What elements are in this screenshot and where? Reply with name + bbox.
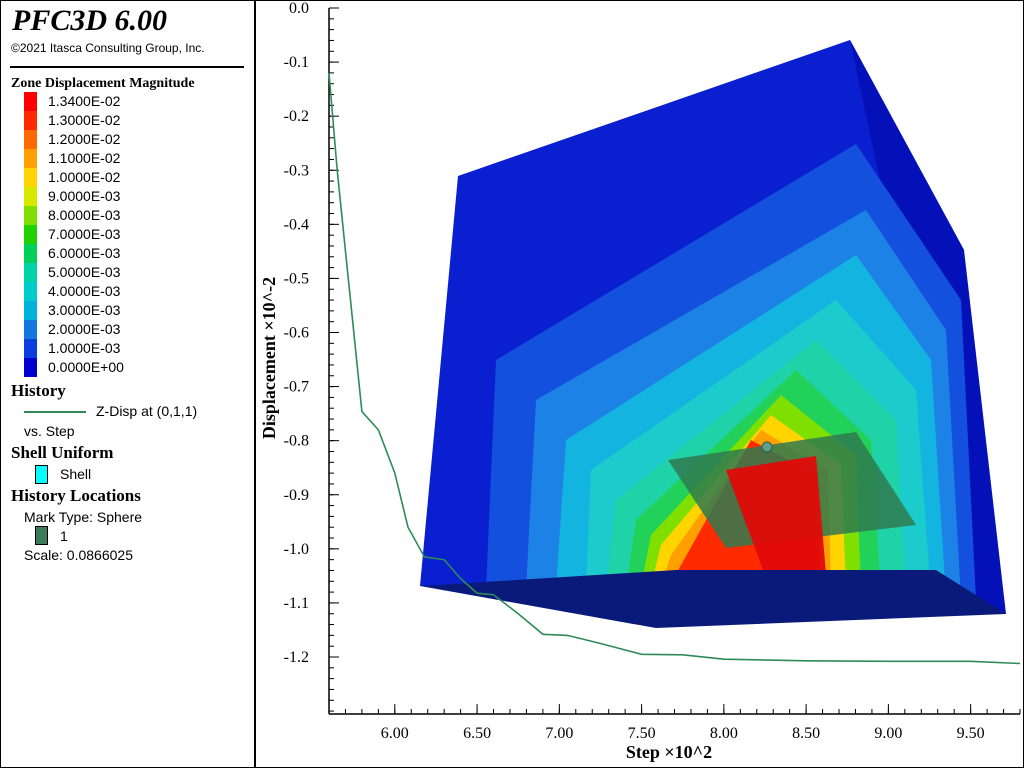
colorbar-cell [24, 225, 37, 244]
colorbar-label: 1.0000E-02 [48, 169, 121, 185]
y-tick-label: -0.5 [284, 270, 309, 287]
colorbar-cell [24, 168, 37, 187]
zone-displacement-heading: Zone Displacement Magnitude [11, 76, 195, 91]
y-tick-label: -0.4 [284, 216, 309, 233]
plot-svg: 0.0 -0.1 -0.2 -0.3 -0.4 -0.5 -0.6 -0.7 -0.8 -0.9 -… [259, 0, 1021, 762]
y-tick-label: 0.0 [289, 0, 309, 17]
colorbar-label: 7.0000E-03 [48, 226, 121, 242]
x-axis-label: Step ×10^2 [626, 742, 712, 762]
colorbar-label: 8.0000E-03 [48, 207, 121, 223]
x-tick-label: 7.00 [545, 725, 573, 742]
colorbar-cell [24, 282, 37, 301]
mark-item-label: 1 [60, 528, 68, 544]
scale-label: Scale: 0.0866025 [24, 547, 133, 563]
colorbar-label: 1.3400E-02 [48, 93, 121, 109]
colorbar-label: 1.0000E-03 [48, 340, 121, 356]
x-tick-label: 6.00 [381, 725, 409, 742]
colorbar-label: 2.0000E-03 [48, 321, 121, 337]
colorbar-cell [24, 206, 37, 225]
app-title: PFC3D 6.00 [12, 4, 168, 37]
colorbar-cell [24, 339, 37, 358]
y-tick-label: -0.2 [284, 108, 309, 125]
plot-area[interactable]: 0.0 -0.1 -0.2 -0.3 -0.4 -0.5 -0.6 -0.7 -0.8 -0.9 -… [256, 0, 1024, 768]
colorbar-label: 4.0000E-03 [48, 283, 121, 299]
colorbar-label: 5.0000E-03 [48, 264, 121, 280]
y-tick-label: -0.8 [284, 433, 309, 450]
y-tick-label: -0.3 [284, 162, 309, 179]
colorbar-label: 1.2000E-02 [48, 131, 121, 147]
history-vs-label: vs. Step [24, 423, 75, 439]
y-tick-label: -0.7 [284, 379, 309, 396]
colorbar-cell [24, 263, 37, 282]
plot-series [328, 72, 1021, 665]
x-tick-label: 8.00 [710, 725, 738, 742]
mark-sphere-swatch [35, 526, 48, 545]
shell-uniform-heading: Shell Uniform [11, 443, 114, 462]
history-line-swatch [24, 411, 86, 413]
model-bottom-slab [420, 570, 1006, 628]
copyright-text: ©2021 Itasca Consulting Group, Inc. [11, 41, 205, 55]
shell-item-label: Shell [60, 466, 92, 482]
shell-color-swatch [35, 465, 48, 484]
history-locations-heading: History Locations [11, 486, 141, 505]
colorbar-cell [24, 320, 37, 339]
history-location-sphere [761, 441, 773, 453]
mark-type-label: Mark Type: Sphere [24, 509, 143, 525]
colorbar-label: 1.1000E-02 [48, 150, 121, 166]
colorbar-cell [24, 187, 37, 206]
colorbar-cell [24, 92, 37, 111]
colorbar-cell [24, 130, 37, 149]
history-item-label: Z-Disp at (0,1,1) [96, 403, 198, 419]
history-heading: History [11, 381, 66, 400]
x-tick-label: 9.50 [957, 725, 985, 742]
y-tick-label: -1.1 [284, 595, 309, 612]
colorbar-cell [24, 301, 37, 320]
colorbar-label: 6.0000E-03 [48, 245, 121, 261]
plot-axes: 0.0 -0.1 -0.2 -0.3 -0.4 -0.5 -0.6 -0.7 -0.8 -0.9 -… [284, 0, 1021, 742]
x-tick-label: 6.50 [463, 725, 491, 742]
y-tick-label: -0.9 [284, 487, 309, 504]
y-axis-label: Displacement ×10^-2 [259, 277, 279, 439]
colorbar-label: 0.0000E+00 [48, 359, 124, 375]
legend-divider [10, 66, 244, 68]
colorbar-cell [24, 111, 37, 130]
y-tick-label: -1.2 [284, 649, 309, 666]
x-tick-label: 7.50 [628, 725, 656, 742]
shell-model-render [420, 40, 1006, 628]
colorbar-label: 1.3000E-02 [48, 112, 121, 128]
y-tick-label: -1.0 [284, 541, 309, 558]
y-tick-label: -0.6 [284, 325, 309, 342]
x-tick-label: 9.00 [874, 725, 902, 742]
colorbar-cell [24, 358, 37, 377]
history-series-line [328, 72, 1021, 665]
x-tick-label: 8.50 [792, 725, 820, 742]
colorbar-cell [24, 244, 37, 263]
colorbar-label: 3.0000E-03 [48, 302, 121, 318]
colorbar-cell [24, 149, 37, 168]
shell-plate-hotspot [726, 456, 826, 578]
y-tick-label: -0.1 [284, 54, 309, 71]
colorbar-label: 9.0000E-03 [48, 188, 121, 204]
legend-panel: PFC3D 6.00 ©2021 Itasca Consulting Group… [0, 0, 256, 768]
